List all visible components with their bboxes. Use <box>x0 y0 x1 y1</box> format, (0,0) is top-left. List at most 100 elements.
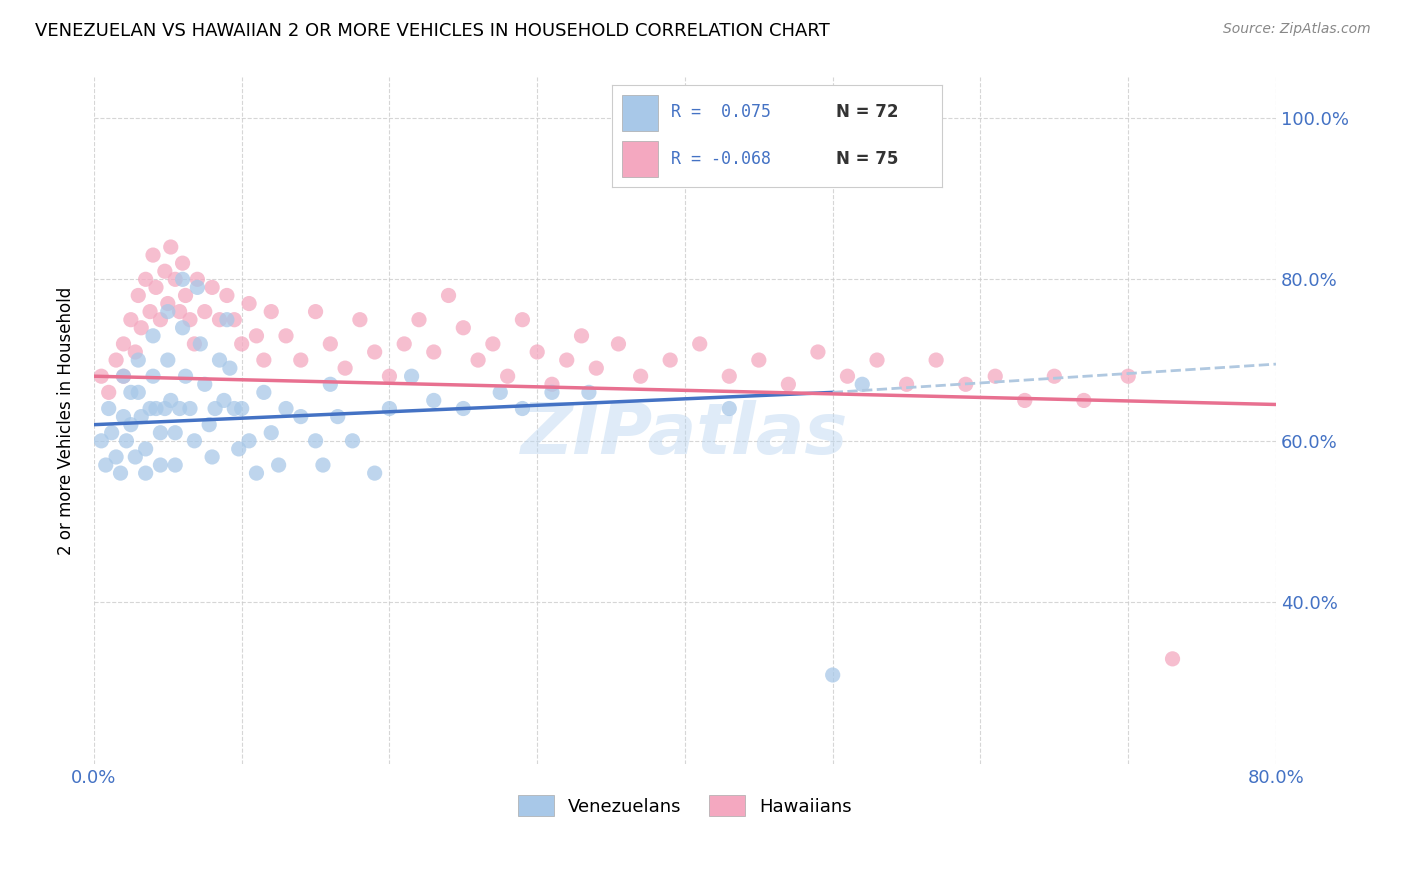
Point <box>821 668 844 682</box>
Point <box>212 393 235 408</box>
Point <box>342 434 364 448</box>
Point <box>172 256 194 270</box>
Point <box>541 377 564 392</box>
Point <box>90 434 112 448</box>
Point <box>896 377 918 392</box>
Point <box>208 312 231 326</box>
Point <box>489 385 512 400</box>
Point <box>224 401 246 416</box>
Point <box>169 401 191 416</box>
Point <box>165 272 187 286</box>
Point <box>378 401 401 416</box>
Point <box>837 369 859 384</box>
Point <box>607 337 630 351</box>
FancyBboxPatch shape <box>621 95 658 131</box>
Point <box>201 450 224 464</box>
Point <box>228 442 250 456</box>
Point <box>807 345 830 359</box>
Text: N = 72: N = 72 <box>837 103 898 121</box>
Point <box>97 401 120 416</box>
Point <box>153 401 176 416</box>
Point <box>955 377 977 392</box>
Point <box>304 434 326 448</box>
Point <box>453 320 475 334</box>
Point <box>142 248 165 262</box>
Point <box>630 369 652 384</box>
Point <box>174 288 197 302</box>
Point <box>94 458 117 472</box>
Point <box>135 466 157 480</box>
Point <box>194 304 217 318</box>
Point <box>112 369 135 384</box>
Text: Source: ZipAtlas.com: Source: ZipAtlas.com <box>1223 22 1371 37</box>
Point <box>312 458 335 472</box>
Point <box>120 417 142 432</box>
Point <box>127 288 149 302</box>
Point <box>186 272 208 286</box>
Point <box>90 369 112 384</box>
Point <box>866 353 889 368</box>
Point <box>145 401 167 416</box>
Point <box>231 337 253 351</box>
Point <box>231 401 253 416</box>
Point <box>165 458 187 472</box>
Text: R = -0.068: R = -0.068 <box>671 150 770 168</box>
Point <box>238 296 260 310</box>
Point <box>304 304 326 318</box>
Point <box>224 312 246 326</box>
Point <box>496 369 519 384</box>
Point <box>179 312 201 326</box>
Point <box>659 353 682 368</box>
Point <box>124 345 146 359</box>
Point <box>194 377 217 392</box>
Point <box>127 385 149 400</box>
Point <box>165 425 187 440</box>
Point <box>110 466 132 480</box>
Point <box>218 361 240 376</box>
Point <box>100 425 122 440</box>
Point <box>253 385 276 400</box>
Point <box>105 353 128 368</box>
Point <box>149 312 172 326</box>
Point <box>423 345 446 359</box>
Point <box>274 401 297 416</box>
Point <box>1043 369 1066 384</box>
Point <box>512 401 534 416</box>
Point <box>204 401 226 416</box>
Point <box>392 337 415 351</box>
Point <box>512 312 534 326</box>
Point <box>267 458 290 472</box>
Point <box>156 304 179 318</box>
Text: ZIPatlas: ZIPatlas <box>522 400 849 469</box>
Point <box>333 361 356 376</box>
Point <box>186 280 208 294</box>
Point <box>349 312 371 326</box>
Point <box>851 377 873 392</box>
Point <box>571 329 593 343</box>
Point <box>215 312 238 326</box>
Point <box>260 425 283 440</box>
Point <box>139 401 162 416</box>
Point <box>156 353 179 368</box>
Point <box>253 353 276 368</box>
Y-axis label: 2 or more Vehicles in Household: 2 or more Vehicles in Household <box>58 286 75 555</box>
Point <box>124 450 146 464</box>
Point <box>183 337 205 351</box>
Point <box>115 434 138 448</box>
Text: R =  0.075: R = 0.075 <box>671 103 770 121</box>
Point <box>1116 369 1139 384</box>
Point <box>129 409 152 424</box>
Point <box>135 442 157 456</box>
Point <box>689 337 711 351</box>
Point <box>319 337 342 351</box>
Point <box>174 369 197 384</box>
Point <box>112 369 135 384</box>
Point <box>142 369 165 384</box>
Point <box>120 385 142 400</box>
Text: N = 75: N = 75 <box>837 150 898 168</box>
Point <box>97 385 120 400</box>
Point <box>129 320 152 334</box>
Point <box>172 272 194 286</box>
Point <box>105 450 128 464</box>
Point <box>159 240 181 254</box>
